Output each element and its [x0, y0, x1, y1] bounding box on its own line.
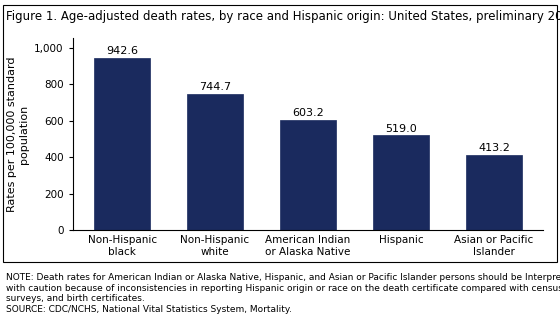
Text: 519.0: 519.0 — [385, 124, 417, 134]
Text: 744.7: 744.7 — [199, 82, 231, 92]
Bar — [373, 135, 429, 230]
Bar — [280, 120, 336, 230]
Text: Figure 1. Age-adjusted death rates, by race and Hispanic origin: United States, : Figure 1. Age-adjusted death rates, by r… — [6, 10, 560, 23]
Text: NOTE: Death rates for American Indian or Alaska Native, Hispanic, and Asian or P: NOTE: Death rates for American Indian or… — [6, 273, 560, 314]
Y-axis label: Rates per 100,000 standard
population: Rates per 100,000 standard population — [7, 57, 29, 212]
Bar — [466, 155, 522, 230]
Bar — [94, 58, 150, 230]
Text: 603.2: 603.2 — [292, 108, 324, 118]
Text: 942.6: 942.6 — [106, 46, 138, 56]
Bar — [187, 94, 243, 230]
Text: 413.2: 413.2 — [478, 143, 510, 153]
